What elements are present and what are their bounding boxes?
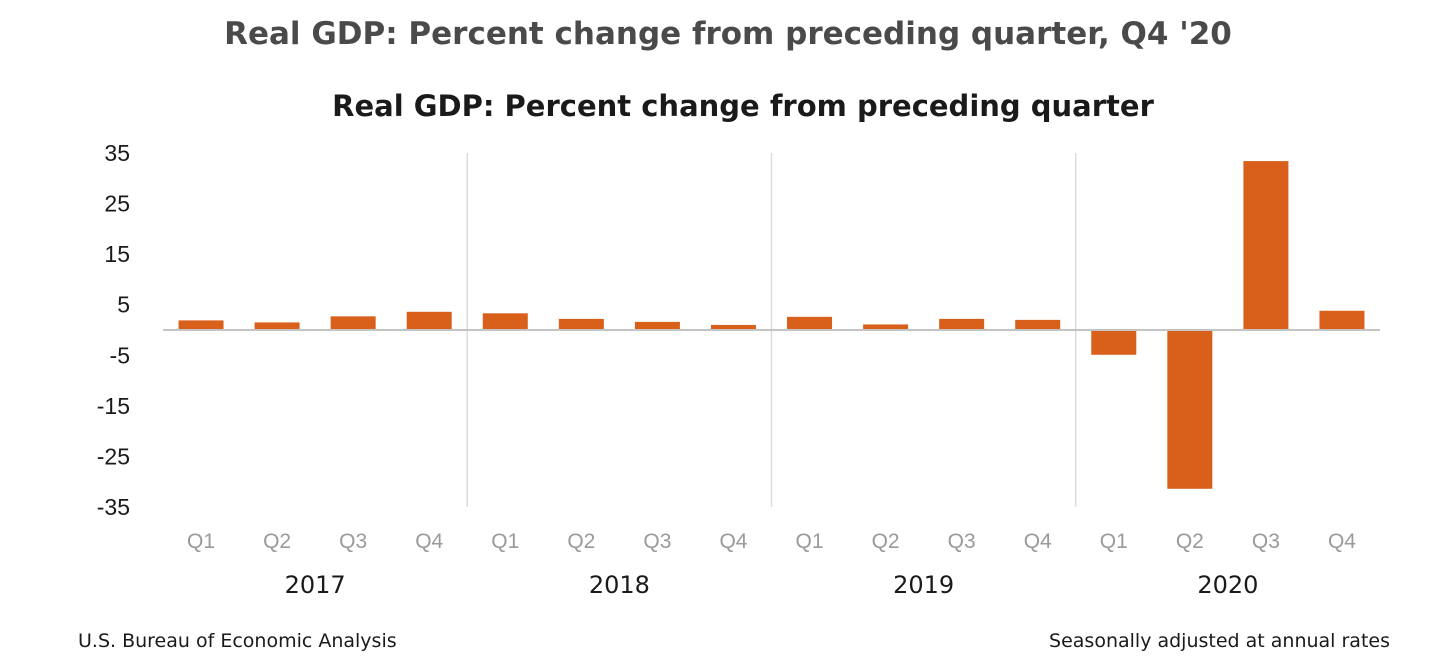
bar bbox=[254, 322, 300, 330]
y-tick-label: 25 bbox=[104, 191, 130, 217]
x-tick-label: Q3 bbox=[339, 530, 367, 553]
x-tick-label: Q2 bbox=[1176, 530, 1204, 553]
y-tick-label: -25 bbox=[97, 443, 130, 469]
y-tick-label: -5 bbox=[110, 342, 130, 368]
x-tick-label: Q4 bbox=[415, 530, 443, 553]
x-axis-quarter-ticks: Q1 Q2 Q3 Q4 Q1 Q2 Q3 Q4 Q1 Q2 Q3 Q4 Q1 Q2 Q3 Q4 bbox=[187, 530, 1356, 553]
chart-title: Real GDP: Percent change from preceding … bbox=[332, 89, 1154, 123]
y-tick-label: 5 bbox=[117, 292, 130, 318]
year-label: 2020 bbox=[1197, 571, 1258, 599]
adjustment-note: Seasonally adjusted at annual rates bbox=[1049, 630, 1390, 652]
y-tick-label: -15 bbox=[97, 393, 130, 419]
year-label: 2017 bbox=[285, 571, 346, 599]
x-tick-label: Q1 bbox=[187, 530, 215, 553]
y-tick-label: -35 bbox=[97, 494, 130, 520]
bars bbox=[178, 161, 1365, 489]
bar bbox=[1319, 310, 1365, 330]
year-label: 2018 bbox=[589, 571, 650, 599]
x-tick-label: Q4 bbox=[1024, 530, 1052, 553]
y-axis-ticks: 35 25 15 5 -5 -15 -25 -35 bbox=[97, 140, 130, 520]
year-label: 2019 bbox=[893, 571, 954, 599]
bar bbox=[558, 318, 604, 330]
bar bbox=[710, 324, 756, 330]
page-title: Real GDP: Percent change from preceding … bbox=[224, 16, 1232, 52]
x-tick-label: Q2 bbox=[872, 530, 900, 553]
bar bbox=[787, 316, 833, 330]
x-tick-label: Q3 bbox=[948, 530, 976, 553]
x-tick-label: Q1 bbox=[491, 530, 519, 553]
x-tick-label: Q2 bbox=[263, 530, 291, 553]
x-tick-label: Q4 bbox=[1328, 530, 1356, 553]
bar bbox=[406, 311, 452, 330]
x-tick-label: Q3 bbox=[1252, 530, 1280, 553]
x-axis-year-ticks: 2017 2018 2019 2020 bbox=[285, 571, 1259, 599]
bar bbox=[634, 321, 680, 330]
bar bbox=[178, 320, 224, 330]
bar bbox=[330, 316, 376, 330]
x-tick-label: Q1 bbox=[1100, 530, 1128, 553]
y-tick-label: 15 bbox=[104, 241, 130, 267]
bar bbox=[939, 318, 985, 330]
x-tick-label: Q2 bbox=[567, 530, 595, 553]
bar bbox=[482, 313, 528, 330]
source-note: U.S. Bureau of Economic Analysis bbox=[78, 630, 397, 652]
bar bbox=[1167, 330, 1213, 489]
bar bbox=[1243, 161, 1289, 330]
x-tick-label: Q1 bbox=[796, 530, 824, 553]
bar bbox=[1091, 330, 1137, 355]
bar bbox=[863, 324, 909, 330]
bar bbox=[1015, 319, 1061, 330]
x-tick-label: Q3 bbox=[643, 530, 671, 553]
x-tick-label: Q4 bbox=[719, 530, 747, 553]
y-tick-label: 35 bbox=[104, 140, 130, 166]
